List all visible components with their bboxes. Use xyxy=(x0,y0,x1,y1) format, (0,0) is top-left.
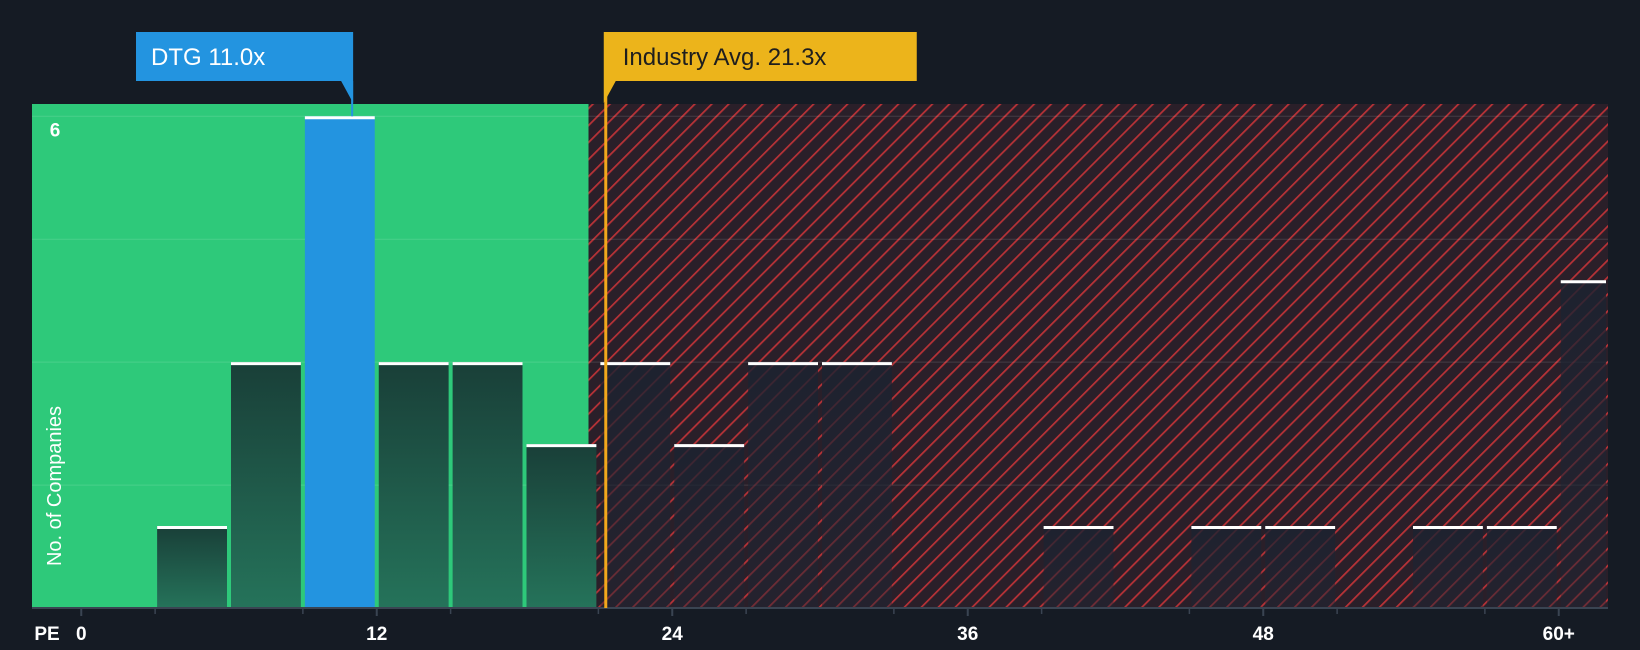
x-axis-label: PE xyxy=(34,624,59,645)
x-tick-label: 48 xyxy=(1253,624,1274,645)
bar xyxy=(1043,526,1114,608)
bar xyxy=(452,362,523,608)
bar xyxy=(674,444,745,608)
x-tick-label: 36 xyxy=(957,624,978,645)
bar xyxy=(304,116,375,608)
x-tick-label: 60+ xyxy=(1543,624,1575,645)
bar xyxy=(600,362,671,608)
bar xyxy=(231,362,301,608)
company-pe-marker: DTG 11.0x xyxy=(136,32,354,103)
industry-avg-marker: Industry Avg. 21.3x xyxy=(603,32,917,103)
bars xyxy=(157,116,1606,608)
x-tick-label: 24 xyxy=(662,624,684,645)
x-axis: 0 12 24 36 48 60+ xyxy=(76,608,1575,645)
bar xyxy=(526,444,597,608)
x-tick-label: 0 xyxy=(76,624,87,645)
industry-badge xyxy=(603,32,917,103)
company-badge xyxy=(136,32,354,103)
bar xyxy=(157,526,227,608)
company-pe-label: DTG 11.0x xyxy=(151,44,265,71)
bar xyxy=(748,362,818,608)
bar xyxy=(1265,526,1336,608)
industry-avg-label: Industry Avg. 21.3x xyxy=(623,44,827,71)
y-tick-label: 6 xyxy=(50,120,61,141)
bar xyxy=(1413,526,1483,608)
bar xyxy=(822,362,892,608)
bar xyxy=(1486,526,1557,608)
bar xyxy=(378,362,449,608)
y-axis: 6 xyxy=(50,120,61,141)
bar xyxy=(1560,280,1606,608)
bar xyxy=(1191,526,1262,608)
y-axis-label: No. of Companies xyxy=(44,406,66,566)
x-tick-label: 12 xyxy=(366,624,387,645)
